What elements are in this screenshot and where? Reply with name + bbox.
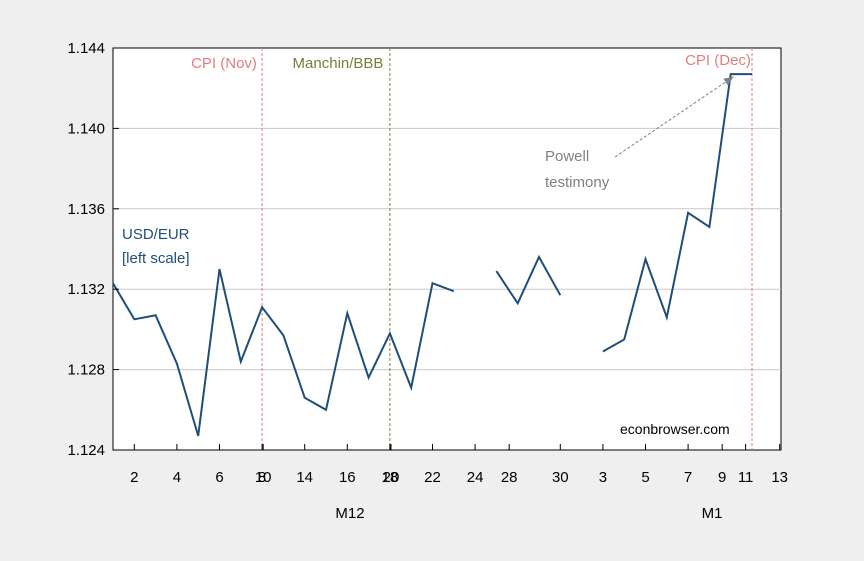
x-tick-label: 20 <box>383 469 400 486</box>
x-tick-label: 13 <box>771 469 788 486</box>
powell-label-line2: testimony <box>545 174 610 191</box>
series-label-line1: USD/EUR <box>122 226 190 243</box>
y-tick-marks <box>113 47 119 451</box>
event-label-cpi-dec: CPI (Dec) <box>685 52 751 69</box>
y-tick-label: 1.124 <box>67 442 105 459</box>
x-tick-label: 3 <box>599 469 607 486</box>
event-lines <box>261 48 753 450</box>
x-tick-label: 9 <box>718 469 726 486</box>
x-tick-label: 22 <box>424 469 441 486</box>
plot-area <box>112 47 782 451</box>
x-tick-label: 10 <box>255 469 272 486</box>
y-tick-label: 1.144 <box>67 40 105 57</box>
x-tick-label: 8 <box>258 469 266 486</box>
series-label-line2: [left scale] <box>122 250 190 267</box>
event-label-cpi-nov: CPI (Nov) <box>191 55 257 72</box>
powell-arrow <box>614 76 734 158</box>
series-line-usd-eur <box>602 73 752 353</box>
x-tick-label: 28 <box>501 469 518 486</box>
x-tick-label: 6 <box>215 469 223 486</box>
x-tick-label: 16 <box>339 469 356 486</box>
x-tick-label: 11 <box>738 469 754 486</box>
x-tick-label: 5 <box>641 469 649 486</box>
event-label-manchin-bbb: Manchin/BBB <box>293 55 384 72</box>
y-tick-labels: 1.124 1.128 1.132 1.136 1.140 1.144 <box>67 40 105 459</box>
series-layer <box>112 73 752 437</box>
x-tick-label: 24 <box>467 469 484 486</box>
watermark: econbrowser.com <box>620 421 730 437</box>
x-group-label-m1: M1 <box>702 505 723 522</box>
powell-label-line1: Powell <box>545 148 589 165</box>
x-tick-label: 30 <box>552 469 569 486</box>
x-tick-marks <box>133 444 781 450</box>
series-line-usd-eur <box>112 268 455 437</box>
x-tick-label: 2 <box>130 469 138 486</box>
x-group-label-m12: M12 <box>335 505 364 522</box>
y-tick-label: 1.132 <box>67 281 105 298</box>
x-tick-label: 18 <box>382 469 399 486</box>
x-tick-label: 14 <box>296 469 313 486</box>
y-tick-label: 1.128 <box>67 362 105 379</box>
x-tick-label: 7 <box>684 469 692 486</box>
y-tick-label: 1.136 <box>67 201 105 218</box>
series-line-usd-eur <box>495 254 562 306</box>
x-tick-label: 4 <box>173 469 181 486</box>
y-tick-label: 1.140 <box>67 120 105 137</box>
